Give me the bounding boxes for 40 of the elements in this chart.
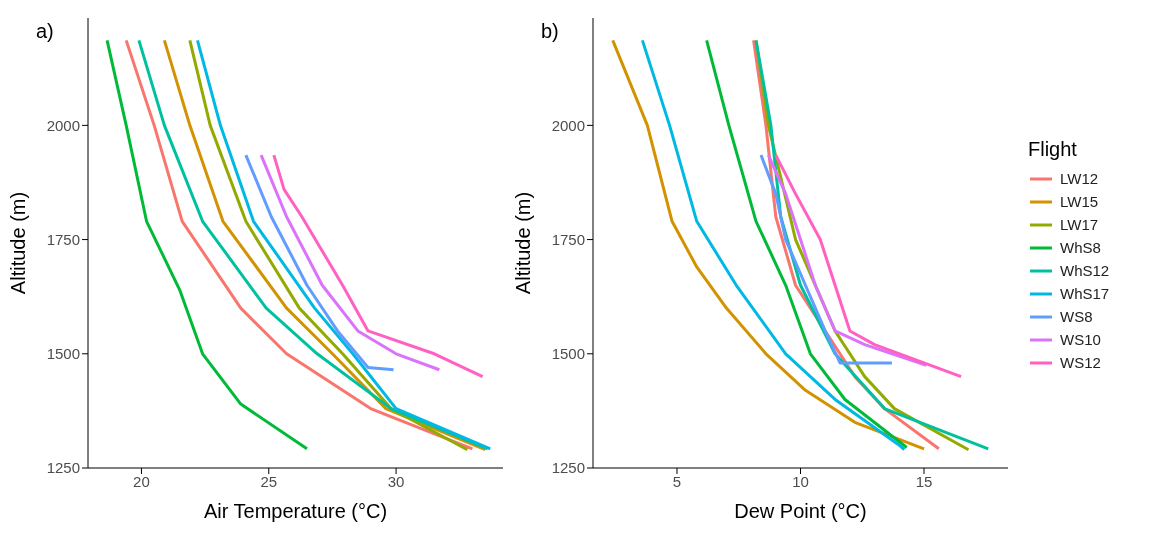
legend-label: WhS12 — [1060, 262, 1110, 279]
chart-title: a) — [36, 20, 54, 43]
x-axis-title: Dew Point (°C) — [734, 500, 867, 522]
line-series — [259, 153, 441, 372]
legend-label: WS8 — [1060, 308, 1093, 325]
line-series — [774, 153, 963, 379]
legend-label: WS12 — [1060, 354, 1101, 371]
legend-label: LW12 — [1060, 170, 1099, 187]
x-tick-label: 25 — [260, 472, 278, 490]
line-series — [244, 153, 396, 372]
y-tick-label: 1750 — [46, 230, 80, 248]
y-tick-label: 1500 — [46, 345, 80, 363]
y-tick-label: 1250 — [46, 459, 80, 477]
x-tick-label: 20 — [133, 472, 150, 490]
y-tick-label: 1750 — [551, 230, 585, 248]
line-series — [766, 153, 928, 367]
line-series — [272, 153, 485, 379]
y-tick-label: 2000 — [551, 116, 585, 134]
x-tick-label: 30 — [387, 472, 405, 490]
legend-label: LW17 — [1060, 216, 1099, 233]
line-series — [640, 38, 906, 452]
line-series — [611, 38, 926, 451]
x-tick-label: 5 — [672, 472, 682, 490]
legend-label: WS10 — [1060, 331, 1101, 348]
y-axis-title: Altitude (m) — [512, 191, 535, 295]
chart-title: b) — [541, 20, 559, 43]
y-tick-label: 1250 — [551, 459, 585, 477]
y-tick-label: 2000 — [46, 116, 80, 134]
x-tick-label: 10 — [792, 472, 809, 490]
y-tick-label: 1500 — [551, 345, 585, 363]
legend-label: LW15 — [1060, 193, 1099, 210]
line-series — [105, 38, 309, 451]
x-axis-title: Air Temperature (°C) — [203, 500, 388, 522]
line-series — [759, 153, 894, 365]
line-series — [705, 38, 909, 449]
legend-label: WhS8 — [1060, 239, 1101, 256]
legend-title: Flight — [1028, 138, 1078, 161]
x-tick-label: 15 — [915, 472, 933, 490]
legend-label: WhS17 — [1060, 285, 1110, 302]
y-axis-title: Altitude (m) — [7, 191, 30, 295]
